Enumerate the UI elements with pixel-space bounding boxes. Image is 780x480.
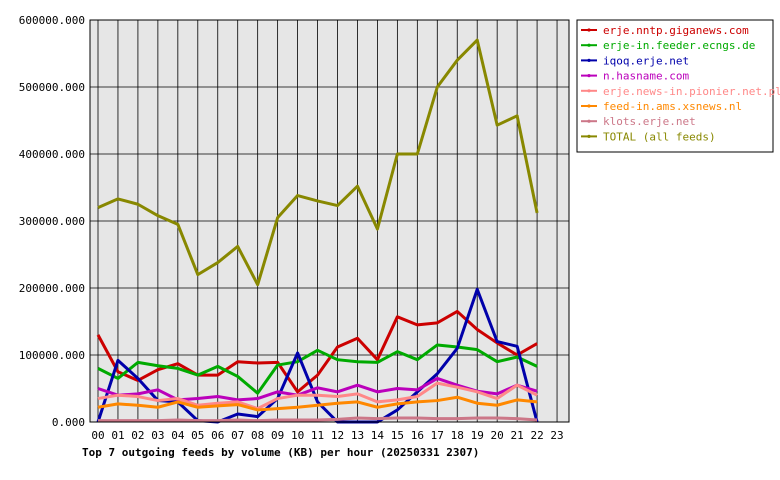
x-tick-label: 11: [311, 429, 324, 442]
x-tick-label: 07: [231, 429, 244, 442]
legend-label: erje.news-in.pionier.net.pl: [603, 85, 780, 98]
legend-marker: [587, 58, 591, 63]
series-line: [97, 381, 538, 411]
legend: erje.nntp.giganews.com erje-in.feeder.ecn…: [576, 19, 780, 153]
series-line: [98, 416, 538, 423]
legend-items: erje.nntp.giganews.com erje-in.feeder.ecn…: [581, 24, 780, 143]
x-tick-label: 09: [271, 429, 284, 442]
x-tick-label: 18: [451, 429, 464, 442]
x-tick-label: 03: [151, 429, 164, 442]
legend-label: TOTAL (all feeds): [603, 130, 716, 143]
y-tick-label: 0.000: [52, 416, 85, 429]
y-tick-label: 600000.000: [19, 14, 85, 27]
legend-marker: [587, 104, 591, 108]
series-line: [97, 38, 539, 287]
legend-marker: [587, 74, 591, 78]
x-tick-label: 16: [411, 429, 424, 442]
x-tick-labels: 00 01 02 03 04 05 06 07 08 09 10 11 12 13 14 15 16 17 18 19…: [91, 429, 563, 442]
y-tick-label: 500000.000: [19, 81, 85, 94]
x-tick-label: 19: [471, 429, 484, 442]
legend-marker: [587, 134, 591, 138]
x-tick-label: 06: [211, 429, 224, 442]
legend-label: klots.erje.net: [603, 115, 696, 128]
series-line: [97, 376, 538, 402]
x-tick-label: 15: [391, 429, 404, 442]
axes: [89, 19, 570, 423]
series-line: [97, 395, 538, 412]
legend-box: [576, 19, 774, 153]
legend-label: erje-in.feeder.ecngs.de: [603, 39, 755, 52]
legend-marker: [587, 43, 591, 47]
x-tick-label: 20: [491, 429, 504, 442]
x-tick-label: 17: [431, 429, 444, 442]
legend-marker: [587, 89, 591, 93]
legend-label: erje.nntp.giganews.com: [603, 24, 749, 37]
x-tick-label: 05: [191, 429, 204, 442]
x-tick-label: 08: [251, 429, 264, 442]
legend-label: iqoq.erje.net: [603, 54, 689, 67]
y-tick-label: 300000.000: [19, 215, 85, 228]
x-tick-label: 01: [111, 429, 124, 442]
y-tick-label: 100000.000: [19, 349, 85, 362]
y-tick-labels: 0.000 100000.000 200000.000 300000.000 40000…: [19, 14, 85, 429]
series-line: [96, 309, 538, 394]
plot-border: [89, 19, 570, 423]
x-tick-label: 10: [291, 429, 304, 442]
x-tick-label: 21: [511, 429, 524, 442]
legend-label: feed-in.ams.xsnews.nl: [603, 100, 742, 113]
series-line: [97, 343, 538, 395]
y-tick-label: 200000.000: [19, 282, 85, 295]
x-tick-label: 13: [351, 429, 364, 442]
legend-label: n.hasname.com: [603, 70, 689, 83]
legend-marker: [587, 28, 591, 32]
x-tick-label: 14: [371, 429, 385, 442]
legend-marker: [587, 119, 591, 123]
x-tick-label: 12: [331, 429, 344, 442]
series-line: [96, 287, 539, 424]
y-tick-label: 400000.000: [19, 148, 85, 161]
series-lines: [96, 38, 539, 424]
chart-title: Top 7 outgoing feeds by volume (KB) per …: [82, 446, 479, 459]
x-tick-label: 00: [91, 429, 104, 442]
x-tick-label: 22: [530, 429, 543, 442]
x-tick-label: 23: [550, 429, 563, 442]
x-tick-label: 04: [171, 429, 185, 442]
x-tick-label: 02: [131, 429, 144, 442]
